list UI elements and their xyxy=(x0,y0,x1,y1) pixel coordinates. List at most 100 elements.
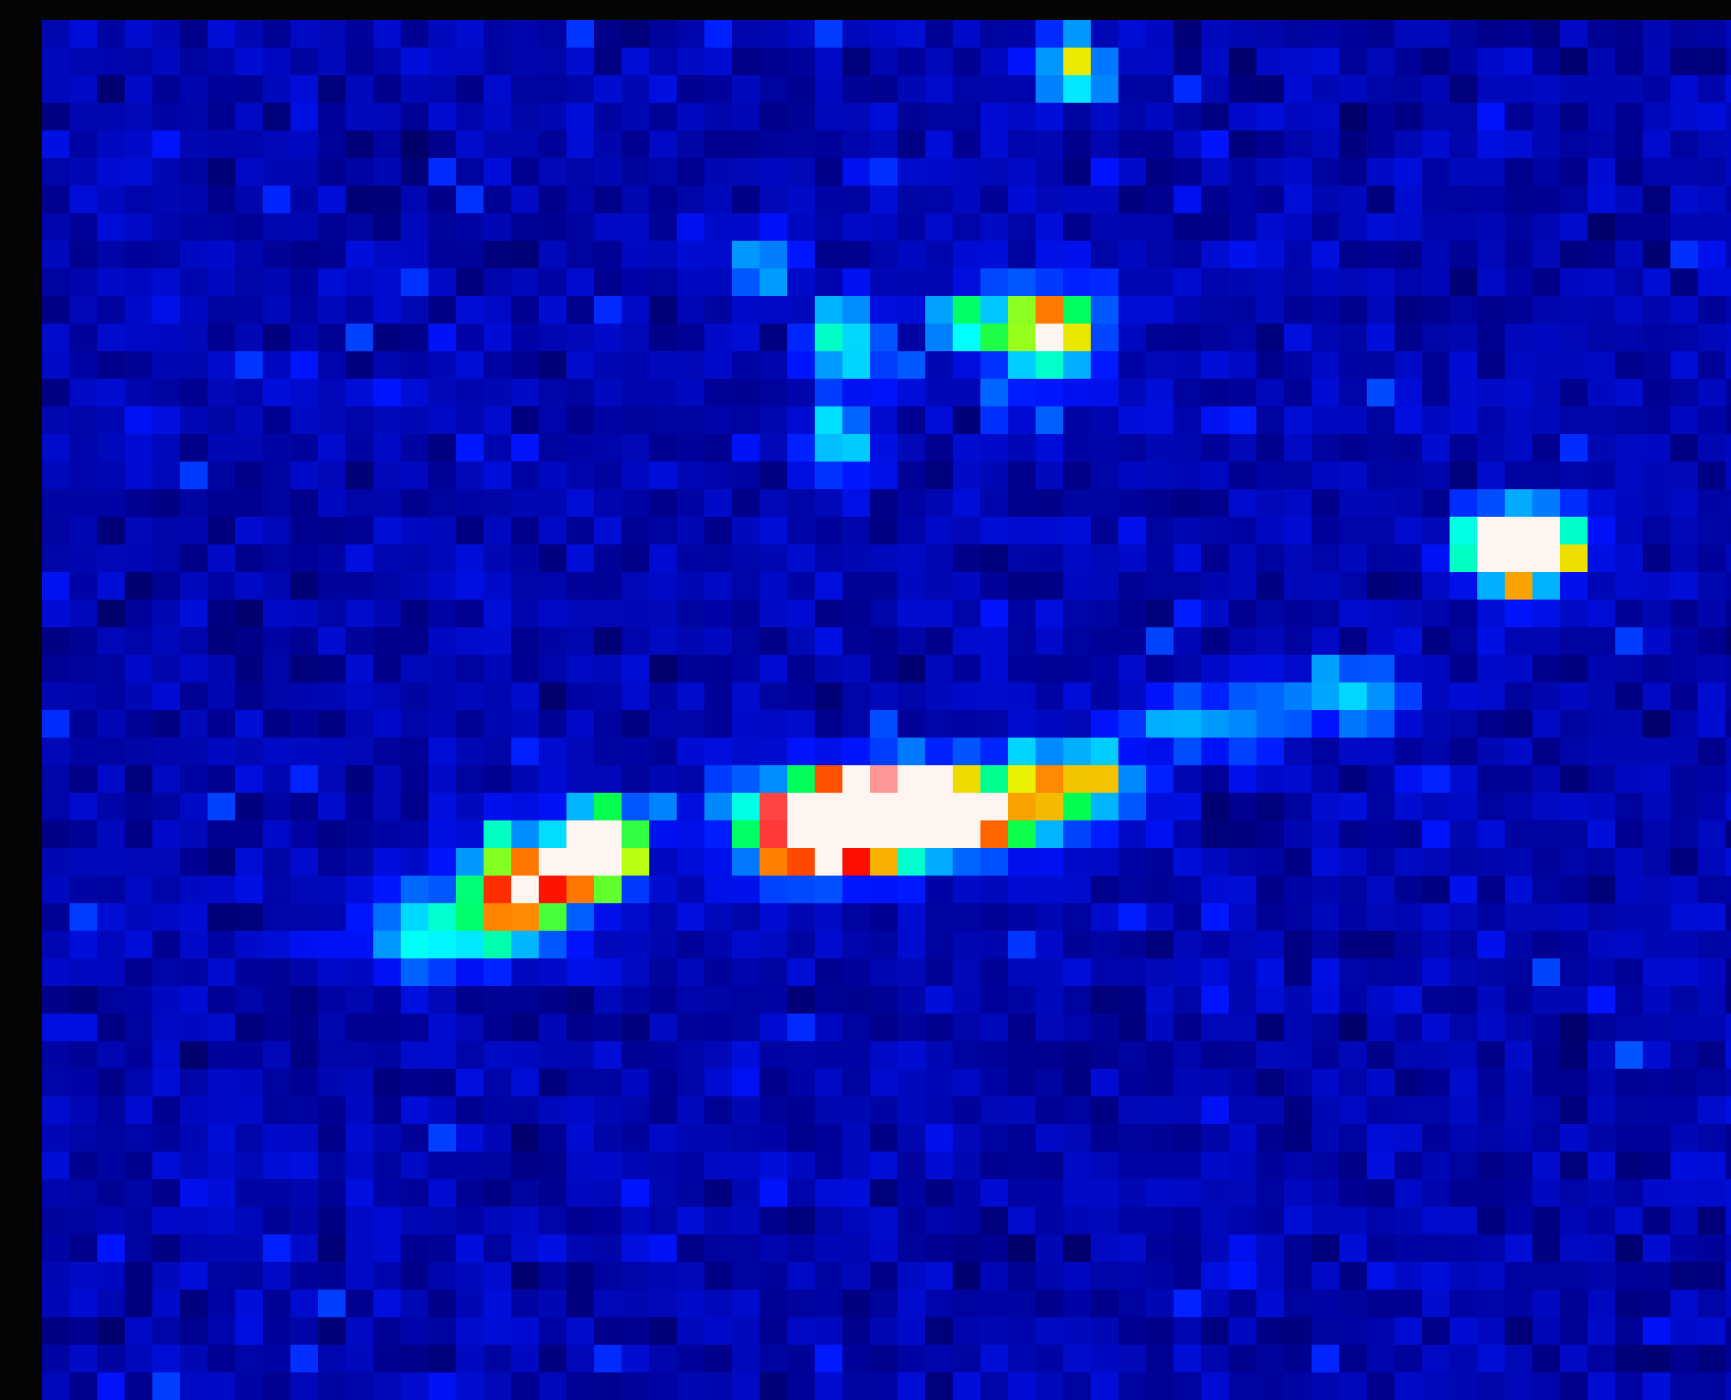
pixel xyxy=(1146,600,1174,628)
pixel xyxy=(1146,434,1174,462)
pixel xyxy=(925,544,953,572)
pixel xyxy=(677,1345,705,1373)
pixel xyxy=(1229,738,1257,766)
pixel xyxy=(1201,682,1229,710)
pixel xyxy=(1118,1041,1146,1069)
pixel xyxy=(787,1262,815,1290)
pixel xyxy=(1505,351,1533,379)
pixel xyxy=(180,1096,208,1124)
pixel xyxy=(152,1152,180,1180)
pixel xyxy=(70,1179,98,1207)
pixel xyxy=(42,462,70,490)
pixel xyxy=(815,406,843,434)
pixel xyxy=(1422,710,1450,738)
pixel xyxy=(1367,20,1395,48)
pixel xyxy=(1256,489,1284,517)
pixel xyxy=(511,324,539,352)
pixel xyxy=(898,738,926,766)
pixel xyxy=(677,931,705,959)
pixel xyxy=(373,1290,401,1318)
pixel xyxy=(208,1262,236,1290)
pixel xyxy=(456,1041,484,1069)
pixel xyxy=(732,296,760,324)
pixel xyxy=(70,158,98,186)
pixel xyxy=(704,241,732,269)
pixel xyxy=(925,1345,953,1373)
pixel xyxy=(125,241,153,269)
pixel xyxy=(1477,572,1505,600)
pixel xyxy=(925,517,953,545)
false-color-image xyxy=(0,0,1731,1400)
pixel xyxy=(1201,738,1229,766)
pixel xyxy=(1422,213,1450,241)
pixel xyxy=(953,1014,981,1042)
pixel xyxy=(1036,848,1064,876)
pixel xyxy=(1726,434,1731,462)
pixel xyxy=(1063,324,1091,352)
pixel xyxy=(539,1041,567,1069)
pixel xyxy=(346,268,374,296)
pixel xyxy=(1146,1207,1174,1235)
pixel xyxy=(290,793,318,821)
pixel xyxy=(290,572,318,600)
pixel xyxy=(346,186,374,214)
pixel xyxy=(622,158,650,186)
pixel xyxy=(870,1152,898,1180)
pixel xyxy=(208,600,236,628)
pixel xyxy=(290,1152,318,1180)
pixel xyxy=(732,186,760,214)
pixel xyxy=(1146,324,1174,352)
pixel xyxy=(1201,379,1229,407)
pixel xyxy=(70,1096,98,1124)
pixel xyxy=(1312,765,1340,793)
pixel xyxy=(622,130,650,158)
pixel xyxy=(401,682,429,710)
pixel xyxy=(980,186,1008,214)
pixel xyxy=(42,655,70,683)
pixel xyxy=(511,986,539,1014)
pixel xyxy=(1670,1290,1698,1318)
pixel xyxy=(484,627,512,655)
pixel xyxy=(97,793,125,821)
pixel xyxy=(1008,48,1036,76)
pixel xyxy=(456,434,484,462)
pixel xyxy=(125,1207,153,1235)
pixel xyxy=(842,958,870,986)
pixel xyxy=(1339,682,1367,710)
pixel xyxy=(1256,1234,1284,1262)
pixel xyxy=(1588,351,1616,379)
pixel xyxy=(760,268,788,296)
pixel xyxy=(1091,213,1119,241)
pixel xyxy=(1615,241,1643,269)
pixel xyxy=(1174,1345,1202,1373)
pixel xyxy=(1726,296,1731,324)
pixel xyxy=(1063,351,1091,379)
pixel xyxy=(1091,241,1119,269)
pixel xyxy=(456,1069,484,1097)
pixel xyxy=(925,296,953,324)
pixel xyxy=(622,1207,650,1235)
pixel xyxy=(484,268,512,296)
pixel xyxy=(70,434,98,462)
pixel xyxy=(1532,1234,1560,1262)
pixel xyxy=(428,682,456,710)
pixel xyxy=(1284,1041,1312,1069)
pixel xyxy=(732,1179,760,1207)
pixel xyxy=(870,986,898,1014)
pixel xyxy=(1063,544,1091,572)
pixel xyxy=(1118,1069,1146,1097)
pixel xyxy=(373,848,401,876)
pixel xyxy=(511,1041,539,1069)
pixel xyxy=(1091,931,1119,959)
pixel xyxy=(1477,1179,1505,1207)
pixel xyxy=(1698,738,1726,766)
pixel xyxy=(622,1152,650,1180)
pixel xyxy=(373,1372,401,1400)
pixel xyxy=(235,876,263,904)
pixel xyxy=(1008,1290,1036,1318)
pixel xyxy=(732,489,760,517)
pixel xyxy=(870,627,898,655)
pixel xyxy=(1450,213,1478,241)
pixel xyxy=(539,738,567,766)
pixel xyxy=(1505,1234,1533,1262)
